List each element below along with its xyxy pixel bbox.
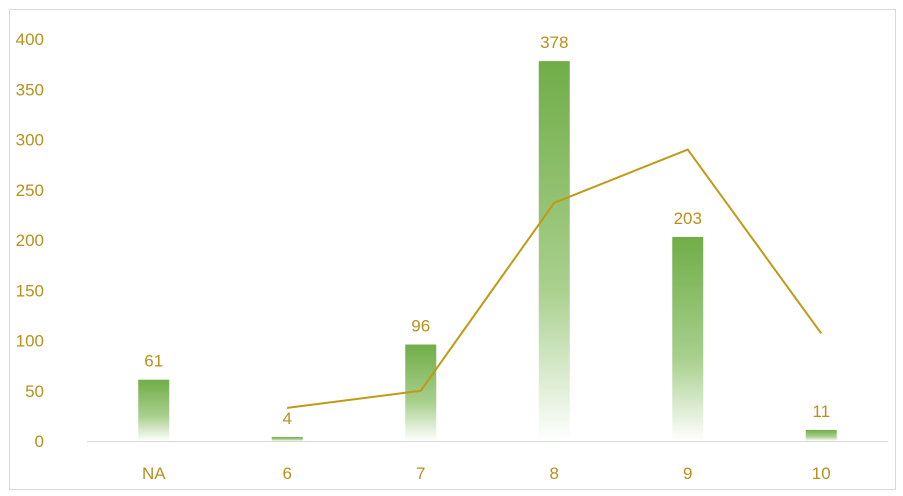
bar-series [138,61,837,442]
x-tick-label: 10 [812,464,831,483]
bar-data-label: 203 [674,209,702,228]
y-tick-label: 400 [16,30,44,49]
bar-data-label: 61 [144,352,163,371]
bar-data-label: 378 [540,33,568,52]
bar-data-label: 4 [283,409,292,428]
y-tick-label: 300 [16,131,44,150]
y-tick-label: 100 [16,332,44,351]
x-tick-label: 8 [550,464,559,483]
y-tick-label: 200 [16,231,44,250]
y-tick-label: 50 [25,382,44,401]
x-tick-label: NA [142,464,166,483]
y-axis-ticks: 0 50 100 150 200 250 300 350 400 [16,30,44,451]
bar [538,61,570,442]
bar-data-label: 11 [812,402,830,421]
line-series-path [287,148,823,409]
x-tick-label: 6 [283,464,292,483]
y-tick-label: 0 [35,432,44,451]
bar-data-label: 96 [411,317,430,336]
data-labels: 61 4 96 378 203 11 [144,33,830,428]
bar [271,436,303,441]
x-tick-label: 9 [683,464,692,483]
bar [672,236,704,441]
line-series [287,148,823,409]
x-axis-ticks: NA 6 7 8 9 10 [142,464,831,483]
y-tick-label: 350 [16,80,44,99]
y-tick-label: 150 [16,281,44,300]
bar [805,429,837,441]
y-tick-label: 250 [16,181,44,200]
bar [138,379,170,441]
x-tick-label: 7 [416,464,425,483]
